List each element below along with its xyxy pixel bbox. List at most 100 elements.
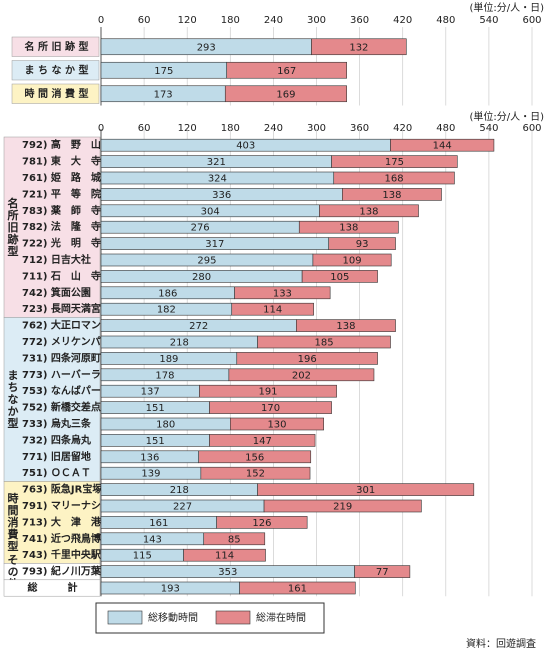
bar-segment — [183, 548, 266, 562]
category-label: 742) 箕面公園 — [22, 286, 91, 299]
value-label: 109 — [343, 256, 362, 267]
x-tick-label: 180 — [221, 123, 240, 134]
value-label: 138 — [359, 206, 378, 217]
category-cell — [11, 83, 100, 104]
value-label: 185 — [314, 338, 333, 349]
bar-segment — [234, 286, 331, 300]
category-label: 時 間 消 費 型 — [25, 87, 89, 100]
bar-segment — [226, 61, 347, 79]
bar-segment — [354, 565, 411, 578]
value-label: 114 — [263, 305, 282, 316]
value-label: 144 — [433, 141, 452, 152]
group-label: 時間消費型 — [6, 491, 20, 552]
value-label: 276 — [191, 223, 210, 234]
value-label: 272 — [189, 321, 208, 332]
category-label: 721) 平 等 院 — [22, 187, 101, 200]
x-tick-label: 540 — [479, 123, 498, 134]
value-label: 138 — [336, 321, 355, 332]
bar-segment — [199, 384, 337, 398]
legend-swatch — [215, 610, 251, 625]
value-label: 152 — [246, 469, 265, 480]
value-label: 280 — [192, 272, 211, 283]
value-label: 219 — [333, 502, 352, 513]
value-label: 169 — [276, 89, 295, 100]
category-label: 792) 高 野 山 — [22, 138, 101, 151]
x-tick-label: 120 — [178, 15, 197, 26]
bar-segment — [230, 417, 324, 431]
source-label: 資料：回遊調査 — [466, 637, 536, 650]
bar-segment — [296, 319, 396, 332]
bar-segment — [200, 466, 311, 480]
group-label: まちなか型 — [6, 369, 19, 429]
category-label: 731) 四条河原町 — [22, 351, 101, 364]
value-label: 115 — [133, 551, 152, 562]
value-label: 227 — [173, 502, 192, 513]
bar-segment — [331, 155, 458, 168]
category-label: 723) 長岡天満宮 — [22, 302, 101, 315]
value-label: 133 — [273, 288, 292, 299]
value-label: 170 — [261, 403, 280, 414]
value-label: 324 — [208, 174, 227, 185]
category-label: 783) 薬 師 寺 — [22, 204, 101, 217]
bar-segment — [216, 516, 308, 529]
value-label: 147 — [253, 436, 272, 447]
category-label: 761) 姫 路 城 — [22, 171, 101, 184]
bar-segment — [301, 270, 378, 283]
x-tick-label: 300 — [307, 15, 326, 26]
x-tick-label: 300 — [307, 123, 326, 134]
category-label: 793) 紀ノ川万葉の里 — [22, 565, 121, 578]
value-label: 138 — [339, 223, 358, 234]
value-label: 173 — [154, 89, 173, 100]
value-label: 151 — [146, 436, 165, 447]
bar-segment — [228, 368, 375, 382]
bar-segment — [342, 188, 442, 201]
category-label: 782) 法 隆 寺 — [22, 220, 101, 233]
bar-segment — [231, 302, 314, 316]
x-tick-label: 480 — [436, 15, 455, 26]
bar-segment — [319, 204, 419, 218]
value-label: 189 — [159, 354, 178, 365]
value-label: 105 — [330, 272, 349, 283]
value-label: 161 — [288, 584, 307, 595]
x-tick-label: 360 — [350, 123, 369, 134]
category-label: 732) 四条烏丸 — [22, 433, 92, 446]
value-label: 403 — [236, 141, 255, 152]
value-label: 137 — [141, 387, 160, 398]
bar-segment — [209, 434, 316, 447]
value-label: 317 — [205, 239, 224, 250]
bar-segment — [224, 85, 347, 103]
group-cell — [3, 481, 101, 564]
x-tick-label: 0 — [98, 15, 104, 26]
category-cell — [11, 36, 100, 57]
x-tick-label: 240 — [264, 123, 283, 134]
value-label: 132 — [349, 42, 368, 53]
value-label: 202 — [292, 370, 311, 381]
value-label: 143 — [143, 534, 162, 545]
value-label: 218 — [170, 485, 189, 496]
legend-swatch — [107, 610, 143, 625]
value-label: 196 — [298, 354, 317, 365]
category-label: 総 計 — [28, 581, 78, 594]
bar-segment — [333, 171, 455, 185]
x-tick-label: 60 — [138, 15, 151, 26]
legend-label: 総滞在時間 — [256, 611, 306, 624]
value-label: 191 — [258, 387, 277, 398]
value-label: 175 — [385, 157, 404, 168]
value-label: 353 — [218, 567, 237, 578]
value-label: 85 — [228, 534, 241, 545]
bar-segment — [239, 581, 356, 595]
category-label: 743) 千里中央駅 — [22, 548, 102, 561]
category-label: 752) 新橋交差点 — [22, 401, 101, 414]
value-label: 126 — [252, 518, 271, 529]
x-tick-label: 240 — [264, 15, 283, 26]
value-label: 182 — [157, 305, 176, 316]
value-label: 321 — [207, 157, 226, 168]
value-label: 193 — [161, 584, 180, 595]
category-label: 772) メリケンパーク — [22, 336, 121, 348]
value-label: 77 — [376, 567, 389, 578]
value-label: 168 — [385, 174, 404, 185]
value-label: 136 — [140, 452, 159, 463]
value-label: 138 — [382, 190, 401, 201]
value-label: 295 — [197, 256, 216, 267]
